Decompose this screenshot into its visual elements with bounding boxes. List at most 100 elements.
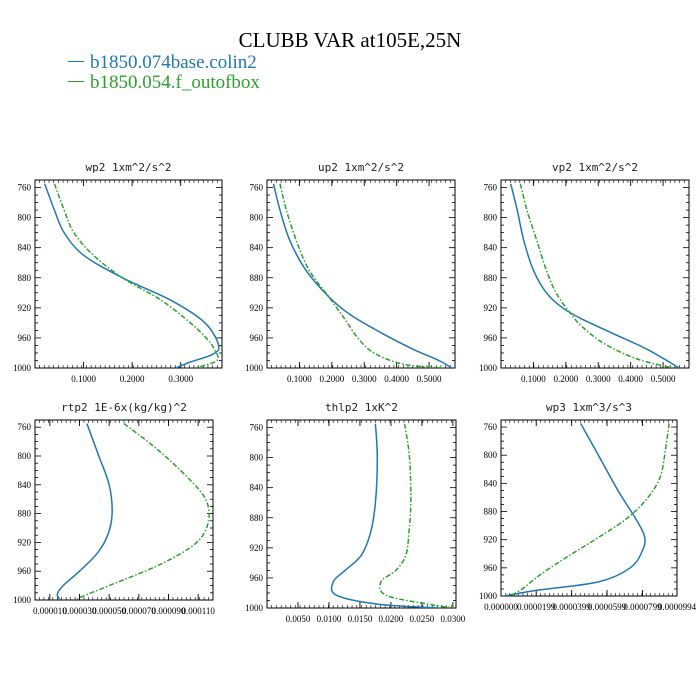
chart-panel: up2 1xm^2/s^2 760 800 840 880 920 960 1000 0.100… (245, 161, 456, 384)
y-tick-label: 920 (250, 543, 264, 553)
y-tick-label: 760 (484, 183, 498, 193)
y-tick-label: 960 (250, 573, 264, 583)
series-line-base (272, 183, 453, 368)
plot-frame (266, 419, 457, 609)
y-tick-label: 920 (250, 303, 264, 313)
x-tick-label: 0.000110 (181, 606, 215, 616)
legend-item-base: b1850.074base.colin2 (68, 52, 257, 74)
chart-panel: vp2 1xm^2/s^2 760 800 840 880 920 960 1000 0.100… (479, 161, 690, 384)
series-line-outofbox (53, 183, 220, 368)
x-tick-label: 0.4000 (618, 374, 643, 384)
y-tick-label: 920 (484, 303, 498, 313)
x-tick-label: 0.3000 (586, 374, 611, 384)
x-tick-label: 0.0050 (286, 614, 311, 624)
y-tick-label: 960 (484, 563, 498, 573)
series-line-outofbox (519, 183, 673, 368)
x-tick-label: 0.0250 (410, 614, 435, 624)
y-tick-label: 840 (484, 478, 498, 488)
series-line-outofbox (509, 423, 670, 596)
x-tick-label: 0.1000 (521, 374, 546, 384)
y-tick-label: 760 (250, 423, 264, 433)
x-tick-label: 0.1000 (287, 374, 312, 384)
series-line-base (56, 423, 113, 600)
series-line-base (330, 423, 441, 608)
plot-frame (500, 419, 678, 597)
x-tick-label: 0.0300 (441, 614, 466, 624)
x-tick-label: 0.4000 (384, 374, 409, 384)
y-tick-label: 960 (484, 333, 498, 343)
chart-panel: wp3 1xm^3/s^376080084088092096010000.000… (479, 401, 697, 612)
x-tick-label: 0.3000 (352, 374, 377, 384)
y-tick-label: 840 (250, 243, 264, 253)
y-tick-label: 880 (18, 509, 32, 519)
x-tick-label: 0.0100 (317, 614, 342, 624)
x-tick-label: 0.3000 (168, 374, 193, 384)
y-tick-label: 760 (18, 422, 32, 432)
plot-frame (500, 179, 690, 369)
x-tick-label: 0.000030 (63, 606, 97, 616)
y-tick-label: 880 (18, 273, 32, 283)
chart-panel: thlp2 1xK^2 760 800 840 880 920 960 1000 0.0050 0… (245, 401, 466, 624)
y-tick-label: 880 (250, 513, 264, 523)
panel-title: wp2 1xm^2/s^2 (85, 161, 171, 174)
chart-panel: wp2 1xm^2/s^2 760 800 840 880 920 960 1000 0.100… (13, 161, 223, 384)
panel-title: vp2 1xm^2/s^2 (552, 161, 638, 174)
y-tick-label: 960 (250, 333, 264, 343)
y-tick-label: 1000 (13, 363, 32, 373)
y-tick-label: 800 (18, 451, 32, 461)
chart-panel: rtp2 1E-6x(kg/kg)^2 760 800 840 880 920 960 100… (13, 401, 215, 616)
legend-item-outofbox: b1850.054.f_outofbox (68, 72, 260, 94)
y-tick-label: 880 (250, 273, 264, 283)
y-tick-label: 920 (18, 303, 32, 313)
y-tick-label: 1000 (245, 363, 264, 373)
series-line-base (43, 183, 220, 368)
series-line-outofbox (379, 423, 455, 608)
x-tick-label: 0.0000399 (553, 602, 592, 612)
x-tick-label: 0.2000 (553, 374, 578, 384)
y-tick-label: 920 (18, 537, 32, 547)
y-tick-label: 760 (18, 183, 32, 193)
figure-title: CLUBB VAR at105E,25N (238, 28, 462, 52)
y-tick-label: 960 (18, 333, 32, 343)
y-tick-label: 840 (484, 243, 498, 253)
x-tick-label: 0.000050 (92, 606, 126, 616)
x-tick-label: 0.0000799 (623, 602, 662, 612)
y-tick-label: 1000 (479, 591, 498, 601)
plot-frame (266, 179, 456, 369)
x-tick-label: 0.0150 (348, 614, 373, 624)
legend-label: b1850.054.f_outofbox (90, 72, 260, 93)
x-tick-label: 0.000000 (484, 602, 518, 612)
series-line-outofbox (76, 423, 210, 600)
x-tick-label: 0.2000 (120, 374, 145, 384)
x-tick-label: 0.000090 (152, 606, 186, 616)
y-tick-label: 920 (484, 535, 498, 545)
y-tick-label: 760 (484, 422, 498, 432)
x-tick-label: 0.0000599 (588, 602, 627, 612)
legend-line-icon (68, 61, 84, 63)
panel-title: rtp2 1E-6x(kg/kg)^2 (61, 401, 187, 414)
series-line-base (509, 183, 680, 368)
y-tick-label: 800 (484, 213, 498, 223)
plot-frame (34, 419, 214, 601)
panel-title: thlp2 1xK^2 (325, 401, 398, 414)
x-tick-label: 0.5000 (417, 374, 442, 384)
y-tick-label: 1000 (245, 603, 264, 613)
x-tick-label: 0.1000 (71, 374, 96, 384)
y-tick-label: 800 (250, 453, 264, 463)
y-tick-label: 800 (18, 213, 32, 223)
series-line-base (504, 423, 646, 596)
y-tick-label: 1000 (479, 363, 498, 373)
x-tick-label: 0.0200 (379, 614, 404, 624)
y-tick-label: 1000 (13, 595, 32, 605)
x-tick-label: 0.000010 (33, 606, 67, 616)
series-line-outofbox (279, 183, 443, 368)
x-tick-label: 0.2000 (319, 374, 344, 384)
y-tick-label: 840 (18, 480, 32, 490)
x-tick-label: 0.000070 (122, 606, 156, 616)
y-tick-label: 840 (18, 243, 32, 253)
x-tick-label: 0.0000994 (658, 602, 697, 612)
y-tick-label: 800 (484, 450, 498, 460)
x-tick-label: 0.5000 (651, 374, 676, 384)
